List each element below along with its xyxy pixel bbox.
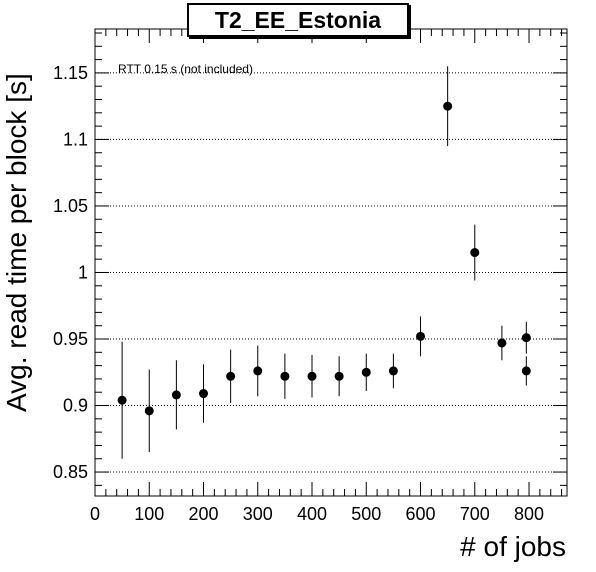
data-point	[171, 390, 181, 400]
data-point	[280, 371, 290, 381]
data-point	[497, 338, 507, 348]
data-point	[388, 366, 398, 376]
x-tick-label: 0	[90, 504, 100, 524]
data-point	[470, 248, 480, 258]
x-tick-label: 100	[134, 504, 164, 524]
data-point	[253, 366, 263, 376]
tick-labels: 0.85 0.9 0.95 1 1.05 1.1 1.15 0 100 200 300 400 500 6…	[53, 63, 544, 524]
x-tick-label: 700	[460, 504, 490, 524]
x-tick-label: 800	[514, 504, 544, 524]
data-point	[144, 406, 154, 416]
x-tick-label: 500	[351, 504, 381, 524]
data-points	[117, 66, 531, 459]
x-axis-title: # of jobs	[460, 531, 566, 562]
data-point	[361, 367, 371, 377]
y-tick-label: 1	[78, 262, 88, 282]
y-tick-label: 0.9	[63, 396, 88, 416]
y-tick-label: 1.15	[53, 63, 88, 83]
plot-frame	[94, 28, 568, 497]
grid-lines	[95, 72, 567, 473]
rtt-annotation: RTT 0.15 s (not included)	[118, 62, 253, 76]
y-axis-title: Avg. read time per block [s]	[1, 73, 32, 412]
data-point	[117, 395, 127, 405]
x-tick-label: 600	[405, 504, 435, 524]
data-point	[521, 333, 531, 343]
x-tick-label: 200	[188, 504, 218, 524]
data-point	[443, 101, 453, 111]
y-tick-label: 0.95	[53, 329, 88, 349]
y-tick-label: 0.85	[53, 462, 88, 482]
chart-title: T2_EE_Estonia	[187, 3, 409, 37]
data-point	[199, 389, 209, 399]
x-tick-label: 300	[243, 504, 273, 524]
data-point	[521, 366, 531, 376]
data-point	[334, 371, 344, 381]
y-tick-label: 1.05	[53, 196, 88, 216]
axis-ticks	[94, 29, 567, 496]
y-tick-label: 1.1	[63, 129, 88, 149]
data-point	[307, 371, 317, 381]
data-point	[226, 371, 236, 381]
x-tick-label: 400	[297, 504, 327, 524]
data-point	[416, 331, 426, 341]
